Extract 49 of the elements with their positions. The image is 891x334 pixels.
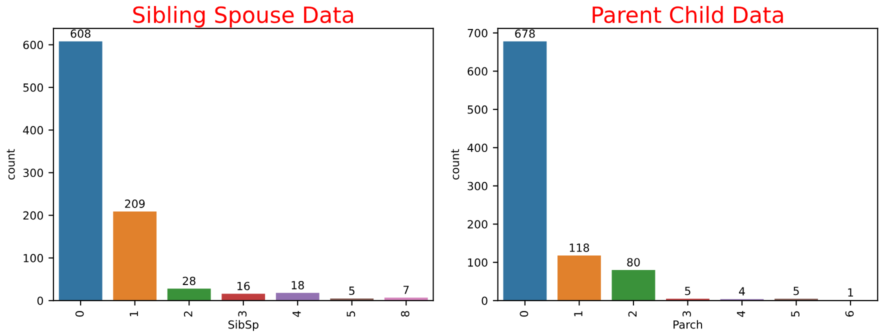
y-tick-label: 200 bbox=[468, 220, 488, 229]
y-axis-title: count bbox=[451, 149, 460, 180]
x-tick-label: 5 bbox=[791, 311, 800, 317]
data-label: 118 bbox=[570, 244, 590, 252]
y-axis-title: count bbox=[6, 149, 15, 180]
y-tick-label: 400 bbox=[23, 126, 43, 134]
data-label: 608 bbox=[70, 29, 90, 38]
data-label: 80 bbox=[627, 258, 640, 266]
y-tick-label: 600 bbox=[23, 40, 43, 50]
data-label: 28 bbox=[182, 276, 196, 286]
x-tick-label: 1 bbox=[130, 311, 138, 316]
data-label: 5 bbox=[685, 286, 690, 296]
y-tick-label: 0 bbox=[482, 296, 488, 305]
chart-title: Parent Child Data bbox=[592, 6, 783, 24]
y-tick-label: 600 bbox=[468, 67, 488, 76]
y-tick-label: 100 bbox=[24, 254, 43, 262]
x-axis-title: SibSp bbox=[228, 320, 258, 331]
x-tick-label: 0 bbox=[520, 311, 528, 317]
x-tick-label: 4 bbox=[736, 310, 746, 317]
x-tick-label: 4 bbox=[292, 310, 301, 317]
data-label: 209 bbox=[125, 200, 145, 208]
data-label: 16 bbox=[238, 282, 250, 290]
y-tick-label: 300 bbox=[468, 182, 488, 190]
y-tick-label: 500 bbox=[23, 83, 43, 92]
y-tick-label: 500 bbox=[468, 105, 488, 114]
y-tick-label: 100 bbox=[468, 258, 488, 267]
chart-title: Sibling Spouse Data bbox=[133, 6, 353, 28]
x-tick-label: 5 bbox=[346, 311, 356, 317]
x-tick-label: 3 bbox=[238, 311, 247, 317]
x-tick-label: 8 bbox=[400, 311, 410, 317]
x-tick-label: 1 bbox=[574, 311, 582, 316]
x-tick-label: 2 bbox=[184, 311, 192, 317]
data-label: 678 bbox=[515, 29, 535, 38]
x-tick-label: 6 bbox=[845, 311, 854, 317]
y-tick-label: 300 bbox=[23, 168, 43, 178]
x-axis-title: Parch bbox=[674, 320, 702, 329]
y-tick-label: 0 bbox=[37, 296, 43, 305]
y-tick-label: 400 bbox=[467, 144, 488, 152]
x-tick-label: 2 bbox=[628, 311, 637, 317]
data-label: 5 bbox=[349, 286, 354, 295]
data-label: 7 bbox=[404, 286, 409, 294]
y-tick-label: 700 bbox=[468, 28, 488, 38]
y-tick-label: 200 bbox=[23, 211, 43, 220]
data-label: 18 bbox=[292, 280, 304, 290]
data-label: 1 bbox=[848, 288, 854, 297]
x-tick-label: 0 bbox=[75, 311, 84, 317]
x-tick-label: 3 bbox=[682, 311, 691, 317]
data-label: 4 bbox=[739, 287, 745, 296]
data-label: 5 bbox=[794, 286, 799, 296]
